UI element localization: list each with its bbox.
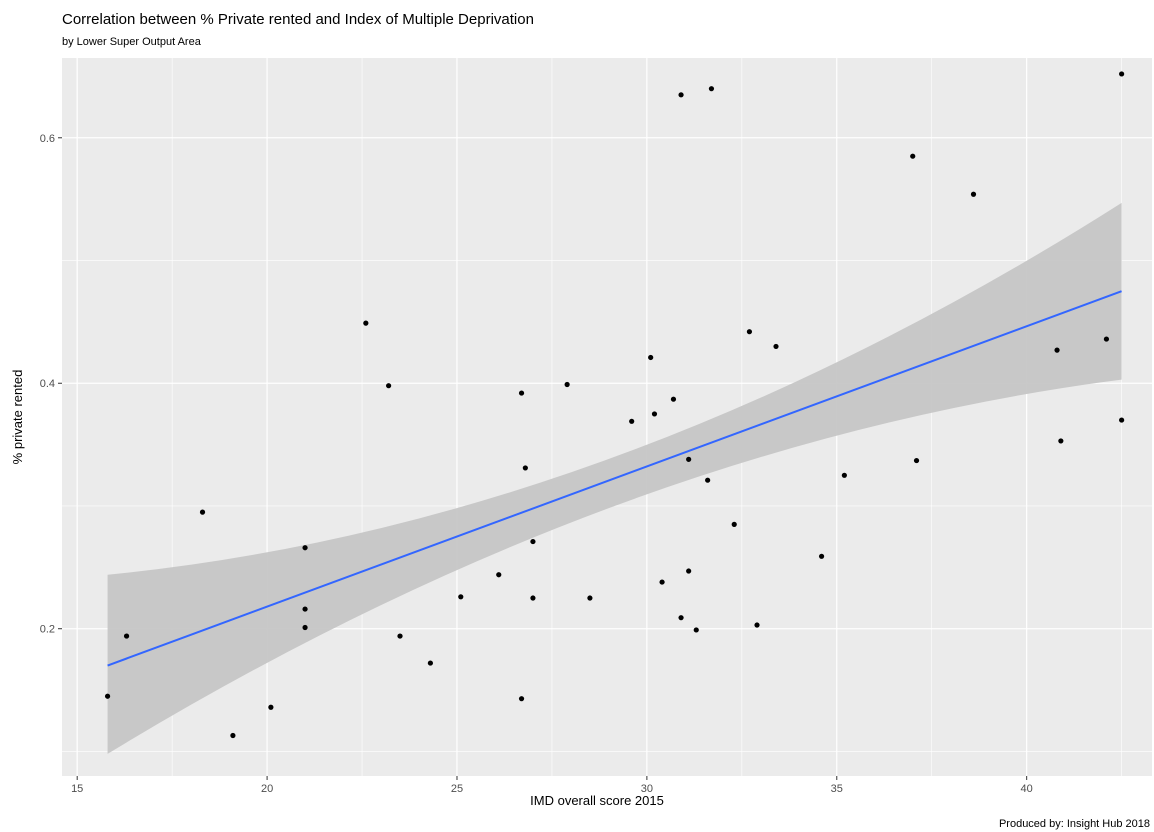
data-point (686, 568, 692, 574)
data-point (773, 343, 779, 350)
x-tick-label: 25 (451, 783, 463, 795)
data-point (427, 660, 433, 666)
data-point (746, 329, 753, 335)
chart-subtitle: by Lower Super Output Area (62, 36, 202, 48)
data-point (731, 521, 737, 527)
data-point (629, 418, 635, 424)
data-point (1058, 438, 1064, 444)
x-tick-label: 40 (1021, 783, 1033, 795)
x-tick-label: 30 (641, 783, 653, 795)
y-axis-ticks: 0.2 0.4 0.6 (40, 133, 62, 636)
y-axis-title: % private rented (10, 370, 25, 465)
data-point (123, 633, 130, 639)
data-point (651, 411, 658, 417)
chart-title: Correlation between % Private rented and… (62, 11, 534, 28)
data-point (496, 572, 502, 578)
y-tick-label: 0.4 (40, 378, 55, 390)
data-point (230, 732, 236, 739)
data-point (678, 92, 684, 98)
trend-line-layer (107, 290, 1122, 667)
data-point (818, 553, 825, 559)
trend-line (107, 290, 1122, 667)
data-point (518, 390, 525, 396)
data-point (1103, 336, 1110, 342)
data-point (302, 545, 308, 551)
data-point (670, 396, 677, 402)
data-point (913, 457, 920, 464)
data-point (530, 595, 536, 601)
data-point (199, 509, 206, 515)
data-point (1119, 71, 1125, 77)
data-point (104, 693, 111, 699)
y-tick-label: 0.6 (40, 133, 55, 145)
data-point (302, 606, 308, 612)
x-tick-label: 35 (831, 783, 843, 795)
x-axis-title: IMD overall score 2015 (530, 793, 664, 808)
data-point (678, 615, 684, 621)
data-point (841, 472, 847, 478)
data-point (1054, 347, 1060, 353)
data-point (268, 704, 274, 710)
data-point (458, 594, 464, 600)
data-point (397, 633, 403, 639)
data-point (302, 624, 308, 631)
data-point (587, 595, 593, 601)
points-layer (104, 71, 1125, 739)
chart-caption: Produced by: Insight Hub 2018 (999, 818, 1150, 830)
x-tick-label: 15 (71, 783, 83, 795)
data-point (363, 320, 369, 326)
data-point (564, 381, 570, 388)
data-point (1119, 417, 1125, 423)
data-point (708, 86, 715, 92)
data-point (648, 354, 654, 361)
data-point (386, 383, 392, 389)
y-tick-label: 0.2 (40, 624, 55, 636)
data-point (518, 696, 525, 702)
data-point (686, 456, 692, 462)
data-point (970, 191, 977, 197)
data-point (659, 579, 665, 585)
x-axis-ticks: 15 20 25 30 35 40 (71, 776, 1033, 795)
data-point (522, 465, 528, 471)
data-point (754, 622, 760, 628)
data-point (693, 627, 699, 633)
data-point (530, 538, 536, 545)
data-point (910, 153, 916, 159)
data-point (705, 477, 711, 483)
x-tick-label: 20 (261, 783, 273, 795)
